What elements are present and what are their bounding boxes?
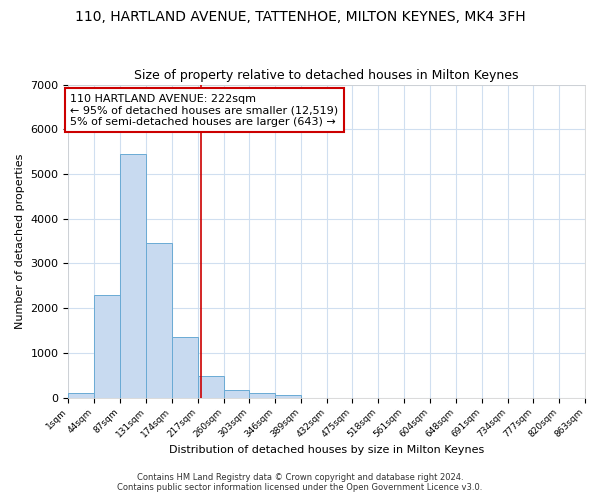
Bar bbox=[68, 393, 94, 398]
Bar bbox=[94, 295, 120, 398]
Bar bbox=[172, 338, 198, 398]
Text: 110 HARTLAND AVENUE: 222sqm
← 95% of detached houses are smaller (12,519)
5% of : 110 HARTLAND AVENUE: 222sqm ← 95% of det… bbox=[70, 94, 338, 126]
Bar bbox=[224, 390, 250, 398]
Title: Size of property relative to detached houses in Milton Keynes: Size of property relative to detached ho… bbox=[134, 69, 519, 82]
Bar bbox=[198, 376, 224, 398]
Text: Contains HM Land Registry data © Crown copyright and database right 2024.
Contai: Contains HM Land Registry data © Crown c… bbox=[118, 473, 482, 492]
Text: 110, HARTLAND AVENUE, TATTENHOE, MILTON KEYNES, MK4 3FH: 110, HARTLAND AVENUE, TATTENHOE, MILTON … bbox=[74, 10, 526, 24]
Bar bbox=[275, 395, 301, 398]
Y-axis label: Number of detached properties: Number of detached properties bbox=[15, 154, 25, 329]
X-axis label: Distribution of detached houses by size in Milton Keynes: Distribution of detached houses by size … bbox=[169, 445, 484, 455]
Bar bbox=[146, 244, 172, 398]
Bar bbox=[120, 154, 146, 398]
Bar bbox=[250, 393, 275, 398]
